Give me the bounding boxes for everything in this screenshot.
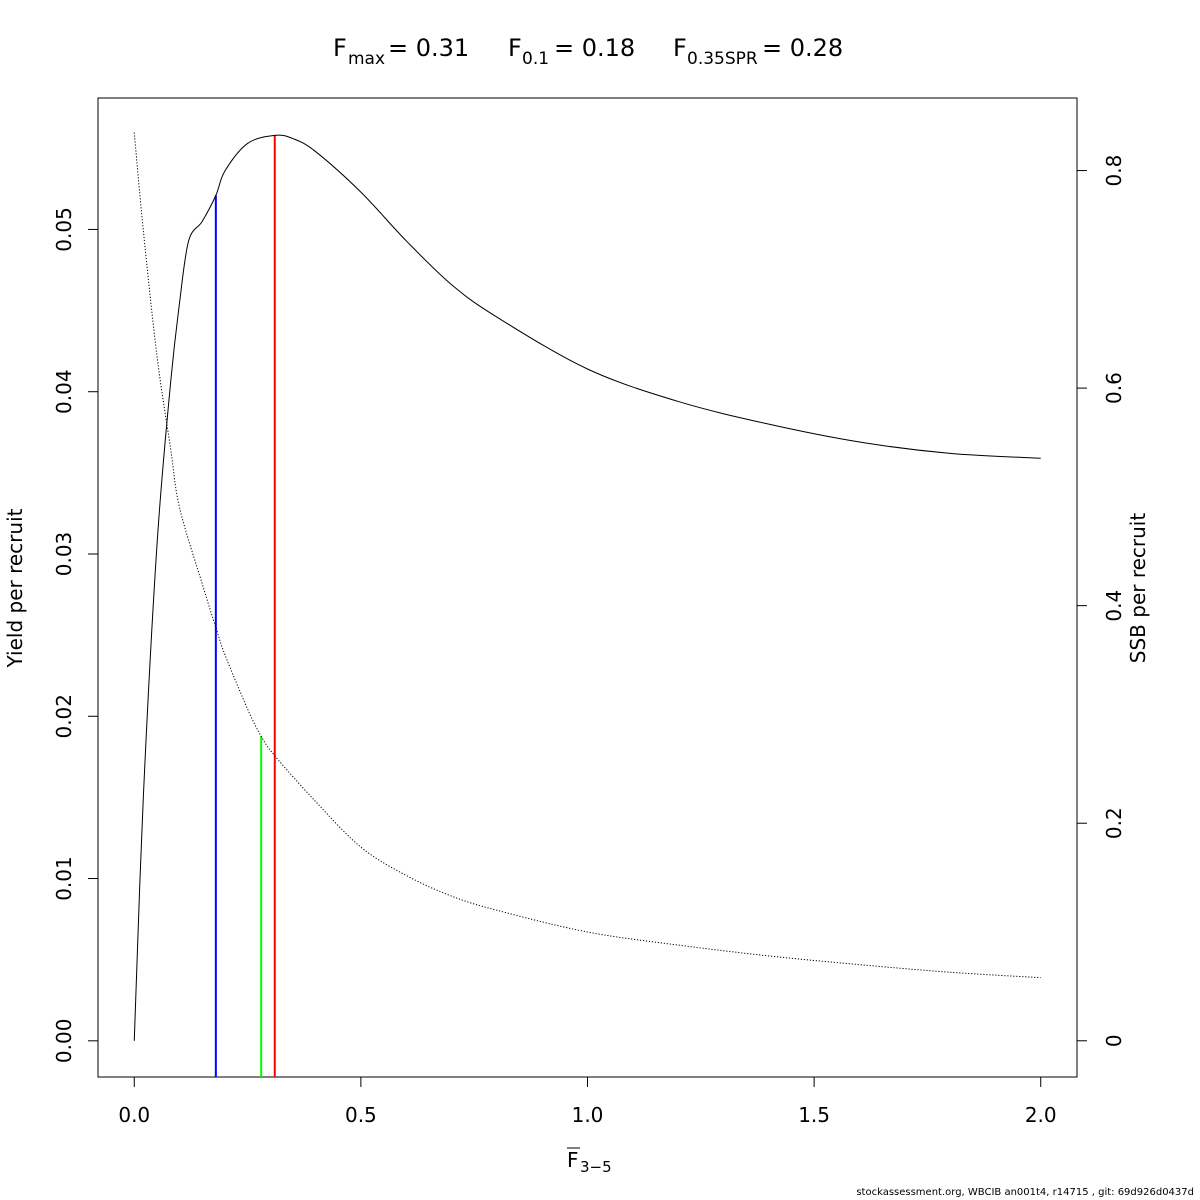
y-axis-left-ticks: 0.00 0.01 0.02 0.03 0.04 0.05 bbox=[52, 207, 98, 1063]
x-axis-ticks: 0.0 0.5 1.0 1.5 2.0 bbox=[118, 1076, 1057, 1127]
y-left-tick-label: 0.02 bbox=[52, 694, 76, 739]
y-right-tick-label: 0.8 bbox=[1102, 155, 1126, 187]
x-axis-label-main: F bbox=[567, 1148, 579, 1172]
title-fmax-sub: max bbox=[348, 49, 385, 69]
yield-per-recruit-line bbox=[133, 134, 1041, 1041]
title-fmax-label: F bbox=[333, 34, 347, 62]
x-axis-label-sub: 3−5 bbox=[580, 1158, 612, 1176]
x-axis-label: F 3−5 bbox=[567, 1147, 612, 1176]
title-f01-label: F bbox=[508, 34, 522, 62]
x-tick-label: 0.0 bbox=[118, 1103, 150, 1127]
x-tick-label: 1.5 bbox=[798, 1103, 830, 1127]
y-axis-left-label: Yield per recruit bbox=[3, 508, 27, 668]
y-left-tick-label: 0.05 bbox=[52, 207, 76, 252]
y-right-tick-label: 0.2 bbox=[1102, 807, 1126, 839]
title-fspr-value: = 0.28 bbox=[762, 34, 843, 62]
ssb-per-recruit-line bbox=[133, 132, 1041, 979]
y-axis-right-label: SSB per recruit bbox=[1126, 513, 1150, 664]
series-lines bbox=[133, 132, 1041, 1041]
y-left-tick-label: 0.04 bbox=[52, 369, 76, 414]
y-left-tick-label: 0.03 bbox=[52, 532, 76, 577]
footer-credit: stockassessment.org, WBCIB an001t4, r147… bbox=[856, 1187, 1194, 1198]
reference-lines bbox=[214, 135, 276, 1077]
y-right-tick-label: 0 bbox=[1102, 1034, 1126, 1047]
y-left-tick-label: 0.00 bbox=[52, 1019, 76, 1064]
title-fspr-label: F bbox=[673, 34, 687, 62]
title-f01-value: = 0.18 bbox=[554, 34, 635, 62]
x-tick-label: 1.0 bbox=[572, 1103, 604, 1127]
chart-title: F max = 0.31 F 0.1 = 0.18 F 0.35SPR = 0.… bbox=[333, 34, 843, 69]
x-tick-label: 2.0 bbox=[1025, 1103, 1057, 1127]
title-fmax-value: = 0.31 bbox=[388, 34, 469, 62]
y-axis-right-ticks: 0 0.2 0.4 0.6 0.8 bbox=[1077, 155, 1126, 1047]
y-right-tick-label: 0.4 bbox=[1102, 590, 1126, 622]
plot-frame bbox=[97, 97, 1078, 1078]
title-fspr-sub: 0.35SPR bbox=[687, 49, 758, 69]
y-left-tick-label: 0.01 bbox=[52, 856, 76, 901]
x-tick-label: 0.5 bbox=[345, 1103, 377, 1127]
title-f01-sub: 0.1 bbox=[522, 49, 549, 69]
y-right-tick-label: 0.6 bbox=[1102, 372, 1126, 404]
